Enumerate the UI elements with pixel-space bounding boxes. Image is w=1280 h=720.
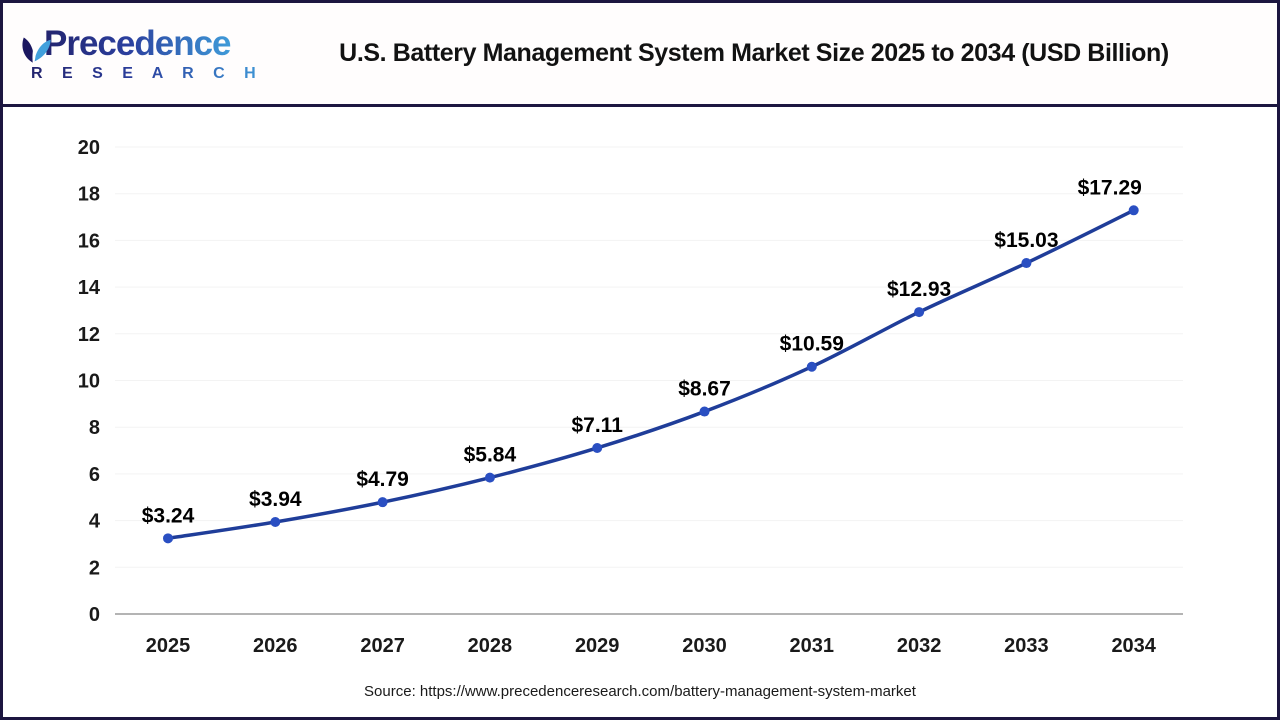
- source-citation: Source: https://www.precedenceresearch.c…: [364, 683, 916, 700]
- data-label: $15.03: [994, 229, 1058, 252]
- data-label: $3.24: [142, 504, 195, 527]
- data-point: [484, 472, 495, 483]
- data-label: $3.94: [249, 488, 302, 511]
- data-label: $17.29: [1078, 176, 1142, 199]
- y-tick-label: 20: [78, 137, 100, 159]
- x-tick-label: 2025: [146, 635, 191, 657]
- logo-wordmark: Precedence: [44, 24, 232, 63]
- y-tick-label: 8: [89, 417, 100, 439]
- x-tick-label: 2034: [1111, 635, 1156, 657]
- y-tick-label: 16: [78, 230, 100, 252]
- data-point: [592, 442, 603, 453]
- data-label: $4.79: [356, 468, 409, 491]
- x-tick-label: 2030: [682, 635, 727, 657]
- precedence-research-logo: Precedence R E S E A R C H: [17, 24, 269, 83]
- data-label: $8.67: [678, 378, 731, 401]
- line-chart-canvas: 0 2 4 6 8 10 12 14 16 18 20 2025 2026 2027 2028 2029 203…: [78, 137, 1183, 657]
- series-line: [167, 208, 1135, 541]
- y-tick-label: 0: [89, 604, 100, 626]
- y-tick-label: 18: [78, 184, 100, 206]
- data-label: $10.59: [780, 333, 844, 356]
- data-point: [806, 361, 817, 372]
- x-tick-label: 2029: [575, 635, 620, 657]
- data-point: [1021, 258, 1032, 269]
- data-point: [914, 307, 925, 318]
- y-tick-label: 2: [89, 557, 100, 579]
- x-tick-label: 2031: [790, 635, 835, 657]
- data-label: $7.11: [571, 414, 623, 437]
- logo-subtitle: R E S E A R C H: [31, 65, 269, 83]
- x-tick-label: 2026: [253, 635, 298, 657]
- data-point: [270, 517, 281, 528]
- header: Precedence R E S E A R C H U.S. Battery …: [3, 3, 1277, 107]
- y-tick-label: 14: [78, 277, 101, 299]
- data-label: $5.84: [464, 444, 517, 467]
- data-point: [377, 497, 388, 508]
- pinwheel-logo-icon: [22, 37, 51, 63]
- y-tick-label: 6: [89, 464, 100, 486]
- data-point: [163, 533, 173, 544]
- y-tick-label: 12: [78, 324, 100, 346]
- data-point: [1128, 205, 1139, 216]
- y-tick-label: 10: [78, 371, 100, 393]
- x-tick-label: 2028: [468, 635, 513, 657]
- x-tick-label: 2033: [1004, 635, 1049, 657]
- x-tick-label: 2027: [360, 635, 405, 657]
- chart-area: 0 2 4 6 8 10 12 14 16 18 20 2025 2026 2027 2028 2029 203…: [3, 107, 1277, 714]
- y-tick-label: 4: [89, 511, 101, 533]
- data-label: $12.93: [887, 278, 951, 301]
- x-tick-label: 2032: [897, 635, 942, 657]
- page-title: U.S. Battery Management System Market Si…: [339, 39, 1169, 67]
- data-point: [699, 406, 710, 417]
